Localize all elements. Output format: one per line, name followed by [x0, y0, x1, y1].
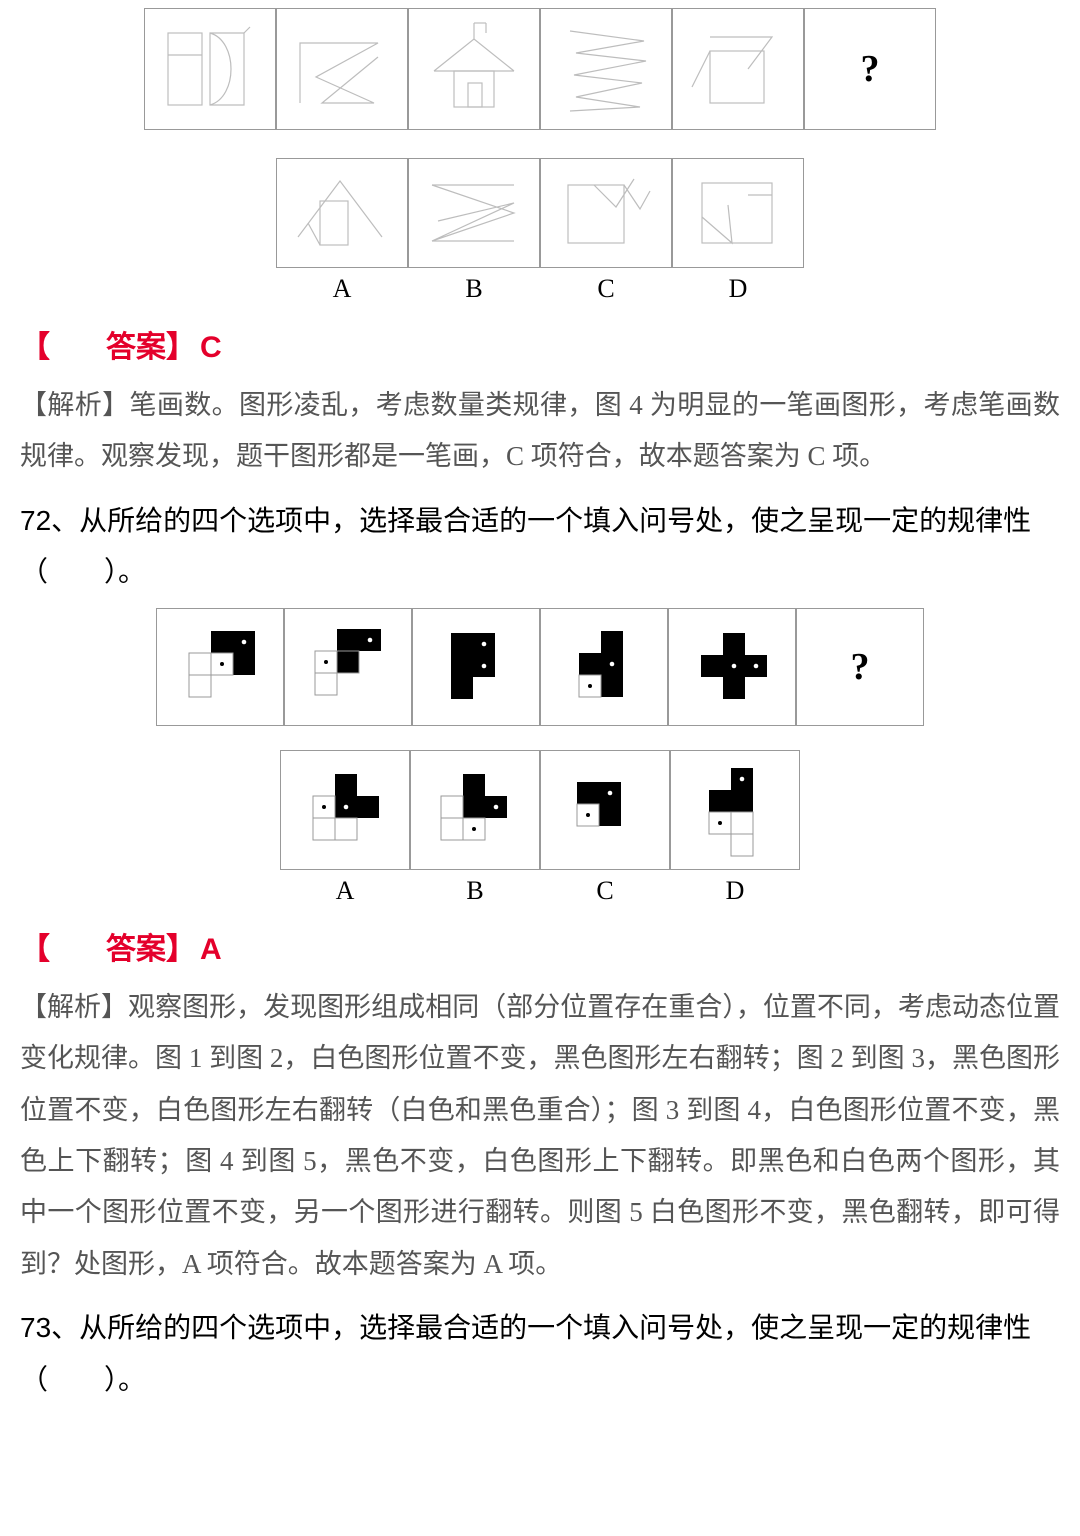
q71-cell-qmark: ?	[804, 8, 936, 130]
q71-bracket-open: 【	[20, 331, 50, 364]
q71-opt-a	[276, 158, 408, 268]
q72-label-a: A	[280, 876, 410, 906]
q73-number: 73、	[20, 1312, 79, 1343]
q71-label-d: D	[672, 274, 804, 304]
q72-bracket-open: 【	[20, 933, 50, 966]
q72-cell-2	[284, 608, 412, 726]
q71-opt-d	[672, 158, 804, 268]
q71-cell-5	[672, 8, 804, 130]
q71-cell-2	[276, 8, 408, 130]
q71-option-labels: A B C D	[20, 274, 1060, 304]
q71-question-mark: ?	[861, 47, 880, 91]
q72-label-c: C	[540, 876, 670, 906]
q71-opt-b	[408, 158, 540, 268]
q72-opt-c	[540, 750, 670, 870]
q72-cell-3	[412, 608, 540, 726]
q72-label-d: D	[670, 876, 800, 906]
q71-label-c: C	[540, 274, 672, 304]
q71-cell-1	[144, 8, 276, 130]
q71-cell-4	[540, 8, 672, 130]
q72-cell-qmark: ?	[796, 608, 924, 726]
q71-main-row: ?	[20, 8, 1060, 130]
q72-cell-4	[540, 608, 668, 726]
q72-opt-b	[410, 750, 540, 870]
q72-option-row	[20, 750, 1060, 870]
q72-opt-d	[670, 750, 800, 870]
q72-number: 72、	[20, 505, 79, 536]
q72-answer-letter: A	[200, 933, 222, 966]
q73-stem-a: 从所给的四个选项中，选择最合适的一个填入问号处，使之呈现一定的规律性	[79, 1312, 1031, 1343]
q72-stem: 72、从所给的四个选项中，选择最合适的一个填入问号处，使之呈现一定的规律性 （ …	[20, 495, 1060, 599]
q71-option-row	[20, 158, 1060, 268]
q72-explain: 【解析】观察图形，发现图形组成相同（部分位置存在重合），位置不同，考虑动态位置变…	[20, 982, 1060, 1290]
q72-cell-1	[156, 608, 284, 726]
q71-answer-label: 答案】	[106, 331, 196, 364]
q72-answer-label: 答案】	[106, 933, 196, 966]
q72-stem-a: 从所给的四个选项中，选择最合适的一个填入问号处，使之呈现一定的规律性	[79, 505, 1031, 536]
q72-option-labels: A B C D	[20, 876, 1060, 906]
q72-stem-b: （ ）。	[20, 556, 146, 587]
q73-stem-b: （ ）。	[20, 1364, 146, 1395]
q71-opt-c	[540, 158, 672, 268]
q72-label-b: B	[410, 876, 540, 906]
q71-cell-3	[408, 8, 540, 130]
q71-explain: 【解析】笔画数。图形凌乱，考虑数量类规律，图 4 为明显的一笔画图形，考虑笔画数…	[20, 380, 1060, 483]
q71-label-a: A	[276, 274, 408, 304]
q71-answer: 【 答案】C	[20, 322, 1060, 366]
q72-question-mark: ?	[851, 645, 870, 689]
q72-main-row: ?	[20, 608, 1060, 726]
q73-stem: 73、从所给的四个选项中，选择最合适的一个填入问号处，使之呈现一定的规律性 （ …	[20, 1302, 1060, 1406]
q72-opt-a	[280, 750, 410, 870]
q71-answer-letter: C	[200, 331, 222, 364]
q71-label-b: B	[408, 274, 540, 304]
q72-answer: 【 答案】A	[20, 924, 1060, 968]
q72-cell-5	[668, 608, 796, 726]
